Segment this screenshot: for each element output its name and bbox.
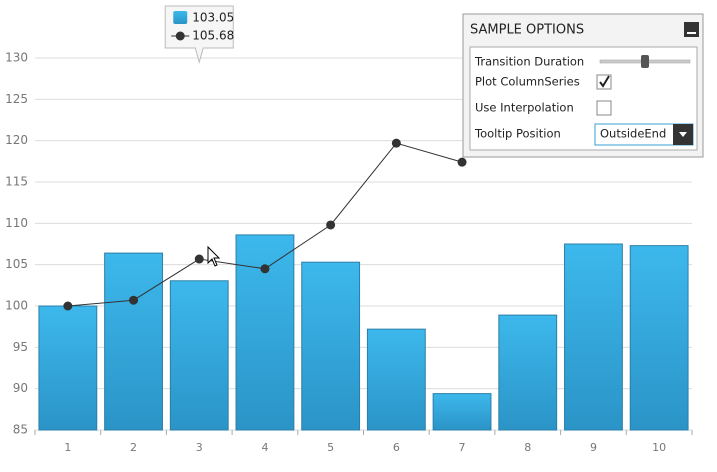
y-tick-label: 95 [13,340,28,354]
checkmark [599,75,610,88]
x-tick-label: 10 [652,441,666,454]
line-marker [194,254,204,264]
line-marker [260,264,270,274]
x-tick-label: 9 [590,441,597,454]
line-marker [391,138,401,148]
y-tick-label: 130 [5,51,28,65]
minimize-button[interactable] [684,22,699,37]
option-label: Plot ColumnSeries [475,75,580,89]
cursor [207,245,221,267]
option-label: Use Interpolation [475,101,574,115]
tooltip-value: 103.05 [192,11,234,25]
y-tick-label: 85 [13,423,28,437]
bar [169,280,229,431]
tooltip-bar-icon [173,11,188,24]
dropdown-arrow [679,132,687,137]
bar [629,245,689,431]
x-tick-label: 8 [524,441,531,454]
line-marker [326,220,336,230]
slider-thumb[interactable] [641,55,649,68]
bar [104,252,163,431]
y-tick-label: 90 [13,381,28,395]
x-tick-label: 4 [261,441,268,454]
dropdown-value: OutsideEnd [600,127,666,141]
tooltip: 103.05 105.68 [164,5,234,267]
x-tick-label: 3 [196,441,203,454]
option-label: Transition Duration [474,55,584,69]
minimize-icon [687,32,696,34]
option-label: Tooltip Position [474,127,561,141]
x-tick-label: 1 [64,441,71,454]
line-marker [457,157,467,167]
panel-title: SAMPLE OPTIONS [470,23,584,38]
line-marker [129,295,139,305]
bar [564,243,623,431]
plot-area: 85 90 95 100 105 110 115 120 125 130 1 2 3 4 5 6 7 8 9 10 [5,51,693,454]
tooltip-line-icon [175,31,185,41]
options-panel: SAMPLE OPTIONS Transition Duration Plot Co… [462,13,704,158]
bar [301,261,361,431]
y-tick-label: 110 [5,216,28,230]
bar [498,314,558,431]
x-tick-label: 6 [393,441,400,454]
x-tick-label: 5 [327,441,334,454]
y-tick-label: 105 [5,257,28,271]
y-tick-label: 125 [5,92,28,106]
checkbox[interactable] [596,100,612,116]
tooltip-value: 105.68 [192,29,234,43]
bar [432,393,492,431]
y-tick-label: 100 [5,299,28,313]
bar [38,305,98,431]
y-tick-label: 120 [5,133,28,147]
line-marker [63,301,73,311]
bar [366,328,426,431]
x-tick-label: 7 [459,441,466,454]
x-tick-label: 2 [130,441,137,454]
y-tick-label: 115 [5,175,28,189]
bar [235,234,295,431]
